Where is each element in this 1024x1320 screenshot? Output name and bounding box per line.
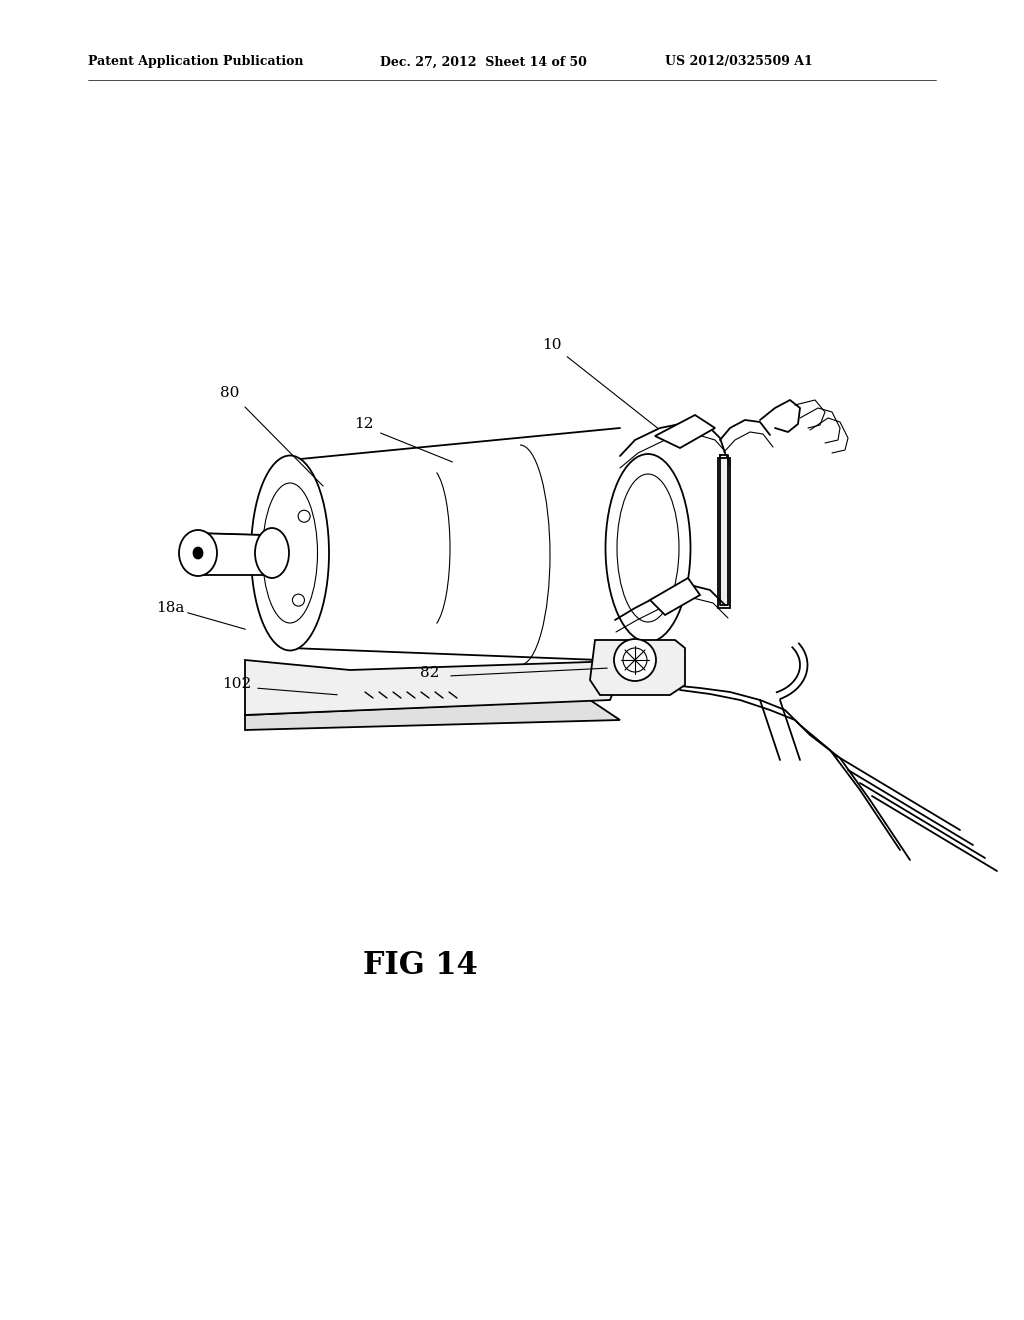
Text: 82: 82: [420, 667, 439, 680]
Text: 102: 102: [222, 677, 252, 690]
Text: 12: 12: [354, 417, 374, 432]
Polygon shape: [718, 458, 730, 609]
Text: 80: 80: [220, 385, 240, 400]
Polygon shape: [195, 533, 265, 535]
Ellipse shape: [179, 531, 217, 576]
Polygon shape: [245, 700, 620, 730]
Text: 10: 10: [543, 338, 562, 352]
Ellipse shape: [605, 454, 690, 642]
Ellipse shape: [251, 455, 329, 651]
Text: Dec. 27, 2012  Sheet 14 of 50: Dec. 27, 2012 Sheet 14 of 50: [380, 55, 587, 69]
Polygon shape: [590, 640, 685, 696]
Text: Patent Application Publication: Patent Application Publication: [88, 55, 303, 69]
Ellipse shape: [293, 594, 304, 606]
Ellipse shape: [614, 639, 656, 681]
Ellipse shape: [255, 528, 289, 578]
Ellipse shape: [298, 511, 310, 523]
Polygon shape: [650, 578, 700, 615]
Ellipse shape: [194, 548, 203, 558]
Polygon shape: [245, 649, 630, 715]
Text: 18a: 18a: [156, 601, 184, 615]
Polygon shape: [195, 533, 265, 576]
Text: US 2012/0325509 A1: US 2012/0325509 A1: [665, 55, 813, 69]
Polygon shape: [655, 414, 715, 447]
Ellipse shape: [264, 533, 276, 545]
Text: FIG 14: FIG 14: [362, 949, 477, 981]
